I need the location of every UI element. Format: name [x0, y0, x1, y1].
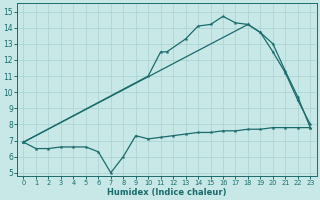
X-axis label: Humidex (Indice chaleur): Humidex (Indice chaleur) — [107, 188, 227, 197]
